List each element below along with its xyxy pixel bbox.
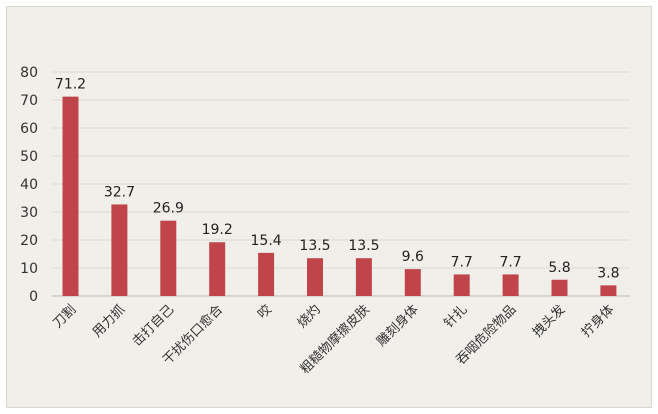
data-label: 9.6 [402,249,424,265]
bar [355,258,372,296]
data-labels: 71.2 32.7 26.9 19.2 15.4 13.5 13.5 9.6 7.7 7.7 5.8… [55,77,620,282]
data-label: 15.4 [251,233,282,249]
y-tick-label: 20 [20,233,38,249]
category-label: 击打自己 [130,302,177,349]
y-tick-label: 80 [20,65,38,81]
data-label: 26.9 [153,201,184,217]
data-label: 13.5 [299,238,330,254]
data-label: 13.5 [348,238,379,254]
category-label: 雕刻身体 [374,302,422,350]
y-tick-label: 60 [20,121,38,137]
bar [600,285,617,296]
bar [160,220,177,296]
y-tick-label: 70 [20,93,38,109]
data-label: 19.2 [202,222,233,238]
data-label: 5.8 [548,260,570,276]
category-label: 针扎 [442,302,471,331]
bar [111,204,128,296]
bar [404,269,421,296]
bars [62,96,617,296]
data-label: 32.7 [104,184,135,200]
data-label: 7.7 [451,254,473,270]
y-tick-label: 30 [20,205,38,221]
y-tick-label: 10 [20,261,38,277]
bar [502,274,519,296]
category-labels: 刀割 用力抓 击打自己干扰伤口愈合咬烧灼粗糙物摩擦皮肤 雕刻身体 针扎吞咽危险物品 拽头发… [50,302,618,378]
category-label: 拧身体 [578,302,617,341]
data-label: 3.8 [597,265,619,281]
category-label: 刀割 [50,302,80,332]
y-tick-label: 50 [20,149,38,165]
bar [453,274,470,296]
bar [209,242,226,296]
data-label: 71.2 [55,77,86,93]
y-tick-label: 40 [20,177,38,193]
y-axis-ticks: 0 10 20 30 40 50 60 70 80 [20,65,38,305]
bar [62,96,79,296]
y-tick-label: 0 [29,289,38,305]
gridlines [52,71,630,297]
category-label: 咬 [254,302,275,323]
bar [551,279,568,296]
category-label: 烧灼 [295,302,324,331]
category-label: 用力抓 [90,302,128,340]
bar [258,252,275,296]
bar [307,258,323,296]
category-label: 拽头发 [529,302,568,341]
data-label: 7.7 [499,254,521,270]
